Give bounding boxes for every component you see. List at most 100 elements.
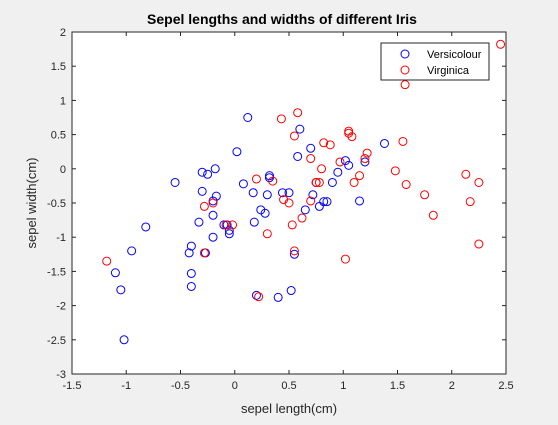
data-point-versicolour — [277, 188, 287, 198]
data-point-versicolour — [262, 190, 272, 200]
data-point-virginica — [199, 248, 209, 258]
data-point-versicolour — [248, 188, 258, 198]
y-tick-label: 1.5 — [51, 61, 66, 73]
data-point-versicolour — [243, 113, 253, 122]
data-point-virginica — [306, 154, 316, 164]
data-point-virginica — [276, 114, 286, 124]
data-point-virginica — [344, 128, 354, 138]
data-point-versicolour — [327, 177, 337, 187]
legend-label-versicolour: Versicolour — [427, 49, 482, 61]
x-tick-label: 1.5 — [390, 380, 405, 392]
data-point-virginica — [287, 220, 297, 230]
data-points — [102, 39, 506, 345]
data-point-virginica — [390, 166, 400, 176]
legend[interactable]: Versicolour Virginica — [380, 42, 490, 81]
data-point-virginica — [496, 39, 506, 49]
y-tick-label: 2 — [60, 27, 66, 39]
data-point-virginica — [362, 148, 372, 158]
data-point-versicolour — [186, 268, 196, 278]
y-tick-label: 1 — [60, 95, 66, 107]
data-point-versicolour — [260, 208, 270, 218]
data-point-versicolour — [197, 167, 207, 177]
data-point-versicolour — [289, 249, 299, 259]
legend-marker-virginica — [400, 65, 410, 75]
data-point-versicolour — [116, 285, 126, 295]
y-tick-label: -0.5 — [47, 198, 66, 210]
y-tick-label: 0.5 — [51, 130, 66, 142]
data-point-versicolour — [127, 246, 137, 256]
data-point-virginica — [474, 177, 484, 187]
data-point-versicolour — [264, 171, 274, 181]
data-point-virginica — [284, 198, 294, 208]
data-point-versicolour — [379, 138, 389, 148]
data-point-versicolour — [344, 160, 354, 170]
data-point-virginica — [465, 197, 475, 207]
data-point-virginica — [221, 220, 231, 230]
data-point-versicolour — [210, 164, 220, 174]
data-point-virginica — [293, 108, 303, 118]
data-point-virginica — [400, 80, 410, 90]
legend-marker-versicolour — [400, 49, 410, 59]
data-point-versicolour — [186, 241, 196, 251]
y-tick-label: -3 — [56, 369, 66, 381]
x-tick-label: -1 — [121, 380, 131, 392]
data-point-virginica — [398, 136, 408, 146]
data-point-virginica — [297, 213, 307, 223]
y-tick-label: -1.5 — [47, 266, 66, 278]
data-point-virginica — [355, 171, 365, 181]
data-point-virginica — [401, 180, 411, 190]
data-point-versicolour — [319, 197, 329, 207]
x-tick-label: 2 — [449, 380, 455, 392]
data-point-versicolour — [110, 268, 120, 278]
y-tick-labels: -3 -2.5 -2 -1.5 -1 -0.5 0 0.5 1 1.5 2 — [47, 27, 66, 381]
data-point-versicolour — [194, 217, 204, 227]
data-point-versicolour — [308, 190, 318, 200]
data-point-versicolour — [232, 147, 242, 157]
data-point-versicolour — [170, 177, 180, 187]
x-axis-label: sepel length(cm) — [241, 401, 337, 416]
data-point-versicolour — [186, 281, 196, 291]
legend-label-virginica: Virginica — [427, 65, 470, 77]
data-point-virginica — [208, 198, 218, 208]
data-point-virginica — [360, 154, 370, 164]
data-point-versicolour — [203, 169, 213, 179]
data-point-versicolour — [340, 156, 350, 166]
data-point-virginica — [474, 239, 484, 249]
data-point-versicolour — [286, 286, 296, 296]
axis-ticks — [71, 31, 507, 375]
data-point-versicolour — [238, 179, 248, 189]
data-point-virginica — [254, 292, 264, 302]
x-tick-labels: -1.5 -1 -0.5 0 0.5 1 1.5 2 2.5 — [63, 380, 514, 392]
data-point-virginica — [306, 196, 316, 206]
data-point-virginica — [289, 246, 299, 256]
chart-title: Sepel lengths and widths of different Ir… — [147, 11, 417, 27]
data-point-virginica — [335, 157, 345, 167]
data-point-virginica — [319, 138, 329, 148]
data-point-virginica — [289, 131, 299, 141]
x-tick-label: 1 — [340, 380, 346, 392]
data-point-versicolour — [219, 220, 229, 230]
legend-box — [380, 42, 490, 81]
data-point-virginica — [314, 177, 324, 187]
legend-entries: Versicolour Virginica — [400, 49, 482, 77]
data-point-virginica — [311, 177, 321, 187]
y-tick-label: -1 — [56, 232, 66, 244]
x-tick-label: 2.5 — [498, 380, 513, 392]
data-point-virginica — [228, 220, 238, 230]
data-point-versicolour — [197, 186, 207, 196]
data-point-versicolour — [355, 196, 365, 206]
data-point-versicolour — [322, 197, 332, 207]
data-point-versicolour — [251, 290, 261, 300]
data-point-versicolour — [360, 157, 370, 167]
data-point-versicolour — [306, 143, 316, 153]
data-point-versicolour — [300, 205, 310, 215]
data-point-virginica — [317, 164, 327, 174]
x-tick-label: 0 — [232, 380, 238, 392]
y-tick-label: -2 — [56, 301, 66, 313]
data-point-virginica — [325, 140, 335, 150]
data-point-virginica — [461, 169, 471, 179]
data-point-virginica — [199, 201, 209, 211]
data-point-versicolour — [333, 167, 343, 177]
data-point-versicolour — [184, 248, 194, 258]
